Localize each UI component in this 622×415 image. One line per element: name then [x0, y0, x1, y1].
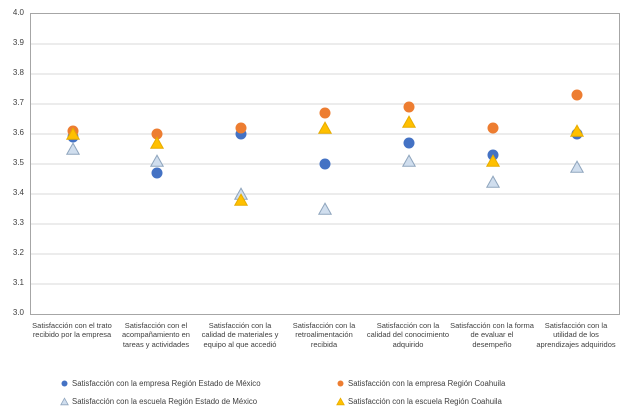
y-tick-label: 3.8	[12, 68, 24, 77]
data-point-series-4	[149, 136, 165, 149]
legend-label: Satisfacción con la escuela Región Coahu…	[348, 397, 502, 406]
x-category-label: Satisfacción con la forma de evaluar el …	[450, 321, 534, 349]
legend-label: Satisfacción con la empresa Región Coahu…	[348, 379, 506, 388]
data-point-series-4	[65, 127, 81, 140]
circle-orange-icon	[337, 380, 344, 387]
legend-label: Satisfacción con la empresa Región Estad…	[72, 379, 261, 388]
y-tick-label: 3.2	[12, 248, 24, 257]
data-point-series-2	[487, 122, 499, 134]
plot-area	[30, 13, 620, 315]
y-tick-label: 3.0	[12, 308, 24, 317]
data-point-series-4	[569, 124, 585, 137]
y-tick-label: 3.7	[12, 98, 24, 107]
legend-item: Satisfacción con la escuela Región Estad…	[60, 397, 257, 406]
legend-item: Satisfacción con la empresa Región Coahu…	[336, 379, 505, 388]
data-point-series-2	[571, 89, 583, 101]
triangle-gray-icon	[60, 397, 69, 406]
y-tick-label: 4.0	[12, 8, 24, 17]
y-tick-label: 3.6	[12, 128, 24, 137]
data-point-series-4	[485, 154, 501, 167]
x-category-label: Satisfacción con el acompañamiento en ta…	[122, 321, 190, 349]
x-category-label: Satisfacción con el trato recibido por l…	[32, 321, 112, 340]
x-category-label: Satisfacción con la calidad del conocimi…	[366, 321, 450, 349]
data-point-series-2	[151, 128, 163, 140]
data-point-series-4	[317, 121, 333, 134]
data-point-series-1	[403, 137, 415, 149]
legend-item: Satisfacción con la empresa Región Estad…	[60, 379, 261, 388]
data-point-series-2	[319, 107, 331, 119]
x-category-label: Satisfacción con la utilidad de los apre…	[536, 321, 616, 349]
data-point-series-3	[485, 175, 501, 188]
data-point-series-3	[317, 202, 333, 215]
data-point-series-2	[235, 122, 247, 134]
data-point-series-3	[569, 160, 585, 173]
y-tick-label: 3.3	[12, 218, 24, 227]
legend-label: Satisfacción con la escuela Región Estad…	[72, 397, 258, 406]
x-category-label: Satisfacción con la retroalimentación re…	[292, 321, 356, 349]
plot-canvas	[31, 43, 619, 285]
data-point-series-1	[151, 167, 163, 179]
legend-item: Satisfacción con la escuela Región Coahu…	[336, 397, 502, 406]
data-point-series-1	[319, 158, 331, 170]
y-tick-label: 3.5	[12, 158, 24, 167]
circle-blue-icon	[61, 380, 68, 387]
x-category-label: Satisfacción con la calidad de materiale…	[201, 321, 279, 349]
y-tick-label: 3.4	[12, 188, 24, 197]
y-tick-label: 3.9	[12, 38, 24, 47]
data-point-series-3	[149, 154, 165, 167]
data-point-series-3	[401, 154, 417, 167]
data-point-series-3	[65, 142, 81, 155]
data-point-series-2	[403, 101, 415, 113]
data-point-series-4	[233, 193, 249, 206]
y-tick-label: 3.1	[12, 278, 24, 287]
data-point-series-4	[401, 115, 417, 128]
triangle-yellow-icon	[336, 397, 345, 406]
